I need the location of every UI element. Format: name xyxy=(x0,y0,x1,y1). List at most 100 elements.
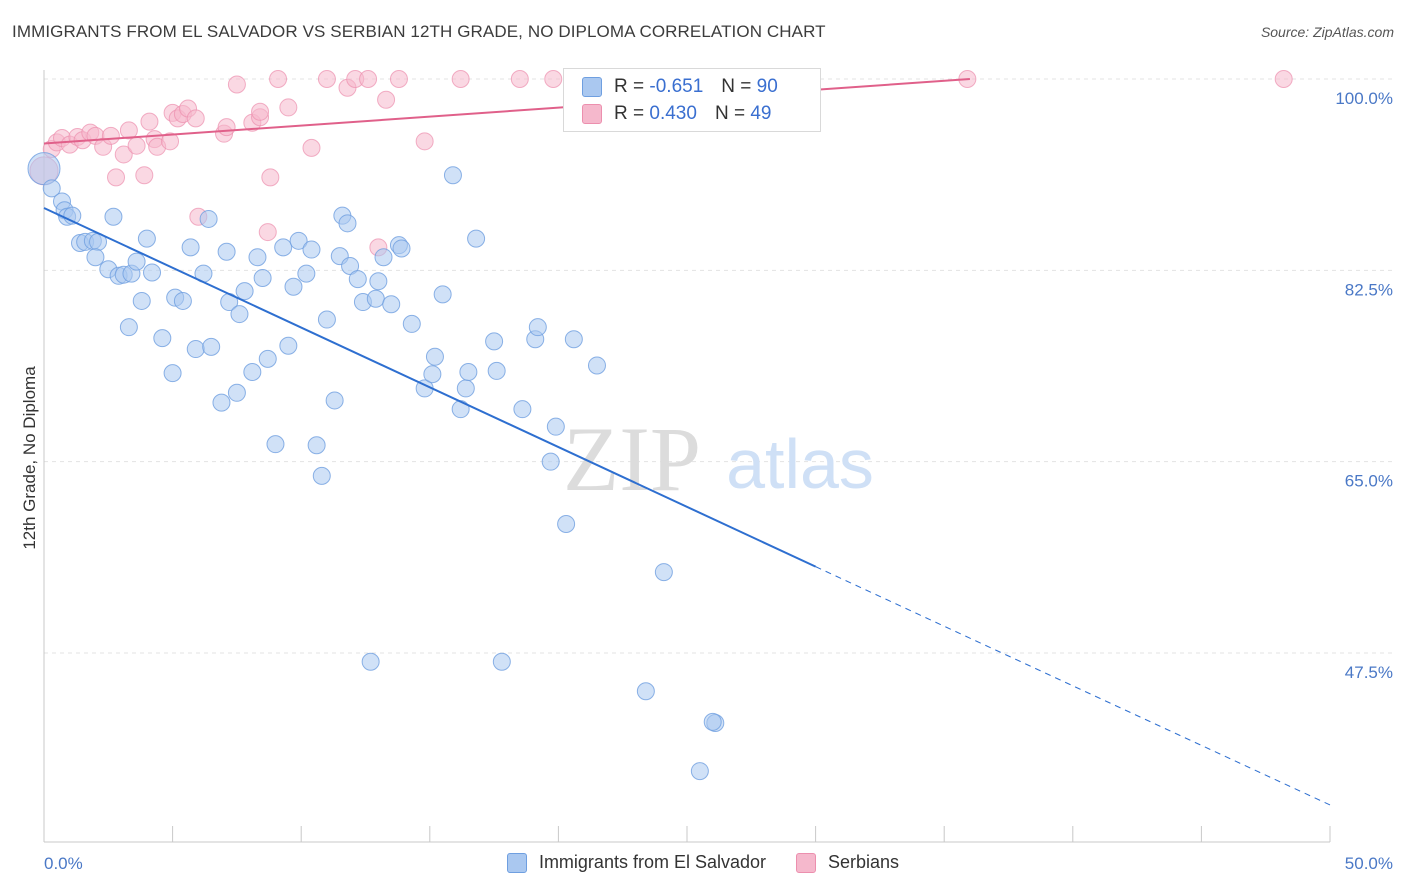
el-salvador-point xyxy=(587,356,606,375)
serbians-point xyxy=(389,70,408,88)
watermark: ZIP atlas xyxy=(563,408,874,510)
el-salvador-point xyxy=(297,264,316,283)
el-salvador-point xyxy=(317,310,336,329)
el-salvador-point xyxy=(235,282,254,301)
el-salvador-point xyxy=(163,364,182,383)
el-salvador-point xyxy=(541,452,560,471)
n-value: 90 xyxy=(756,76,778,97)
r-label: R = xyxy=(614,76,645,97)
serbians-point xyxy=(227,75,246,94)
el-salvador-point xyxy=(361,652,380,671)
n-label: N = xyxy=(714,103,746,124)
el-salvador-point xyxy=(137,229,156,248)
pink-swatch xyxy=(796,852,817,873)
serbians-point xyxy=(279,98,298,117)
serbians-point xyxy=(135,166,154,185)
el-salvador-point xyxy=(366,289,385,308)
legend-label: Serbians xyxy=(828,852,900,872)
el-salvador-point xyxy=(243,363,262,382)
el-salvador-point xyxy=(253,268,272,287)
serbians-point xyxy=(107,168,126,187)
el-salvador-point xyxy=(186,340,205,359)
el-salvador-point xyxy=(199,209,218,228)
serbians-point xyxy=(186,109,205,128)
el-salvador-trend-line xyxy=(43,207,817,568)
el-salvador-point xyxy=(513,400,532,419)
n-label: N = xyxy=(721,76,752,97)
r-label: R = xyxy=(614,103,645,124)
el-salvador-point xyxy=(181,238,200,257)
el-salvador-point xyxy=(42,179,61,198)
el-salvador-point xyxy=(119,318,138,337)
el-salvador-point xyxy=(325,391,344,410)
blue-swatch xyxy=(582,77,602,97)
el-salvador-point xyxy=(289,231,308,250)
y-tick-label: 100.0% xyxy=(1335,89,1393,108)
serbians-point xyxy=(261,168,280,187)
el-salvador-point xyxy=(27,152,61,186)
serbians-point xyxy=(140,112,159,131)
serbians-point xyxy=(127,136,146,155)
el-salvador-point xyxy=(546,417,565,436)
el-salvador-point xyxy=(348,270,367,289)
el-salvador-point xyxy=(230,305,249,324)
el-salvador-point xyxy=(690,762,709,781)
series-legend: Immigrants from El Salvador Serbians xyxy=(0,852,1406,873)
serbians-point xyxy=(114,145,133,164)
el-salvador-point xyxy=(284,277,303,296)
serbians-point xyxy=(510,70,529,88)
serbians-point xyxy=(377,90,396,109)
el-salvador-point xyxy=(485,332,504,351)
el-salvador-point xyxy=(258,349,277,368)
n-value: 49 xyxy=(750,103,772,124)
el-salvador-point xyxy=(143,263,162,282)
el-salvador-point xyxy=(274,238,293,257)
el-salvador-point xyxy=(307,436,326,455)
el-salvador-point xyxy=(153,329,172,348)
x-tick-label: 0.0% xyxy=(44,854,83,873)
el-salvador-point xyxy=(557,514,576,533)
el-salvador-point xyxy=(104,207,123,226)
pink-swatch xyxy=(582,104,602,124)
el-salvador-point xyxy=(392,239,411,258)
el-salvador-point xyxy=(433,285,452,304)
x-tick-label: 50.0% xyxy=(1345,854,1393,873)
el-salvador-points xyxy=(27,152,725,781)
serbians-point xyxy=(415,132,434,151)
chart-title: IMMIGRANTS FROM EL SALVADOR VS SERBIAN 1… xyxy=(12,22,826,41)
el-salvador-point xyxy=(338,214,357,233)
el-salvador-point xyxy=(127,252,146,271)
el-salvador-point xyxy=(528,318,547,337)
legend-item-el-salvador: Immigrants from El Salvador xyxy=(506,852,767,873)
el-salvador-trend-extension xyxy=(815,566,1331,806)
serbians-point xyxy=(251,102,270,121)
r-value: 0.430 xyxy=(649,103,697,124)
el-salvador-point xyxy=(202,337,221,356)
serbians-point xyxy=(217,118,236,137)
el-salvador-point xyxy=(451,400,470,419)
serbians-point xyxy=(119,121,138,140)
el-salvador-point xyxy=(423,365,442,384)
el-salvador-point xyxy=(456,379,475,398)
el-salvador-point xyxy=(217,242,236,261)
el-salvador-point xyxy=(459,363,478,382)
el-salvador-point xyxy=(443,166,462,185)
el-salvador-point xyxy=(374,248,393,267)
el-salvador-point xyxy=(467,229,486,248)
y-tick-label: 65.0% xyxy=(1345,472,1393,491)
tick-labels: 100.0% 82.5% 65.0% 47.5% 0.0% 50.0% xyxy=(44,89,1393,873)
blue-swatch xyxy=(506,852,527,873)
axes xyxy=(43,70,1331,843)
serbians-point xyxy=(161,132,180,151)
serbians-point xyxy=(1274,70,1293,88)
serbians-point xyxy=(269,70,288,88)
legend-label: Immigrants from El Salvador xyxy=(538,852,767,872)
el-salvador-point xyxy=(173,291,192,310)
el-salvador-point xyxy=(425,347,444,366)
serbians-point xyxy=(359,70,378,88)
el-salvador-point xyxy=(654,563,673,582)
serbians-point xyxy=(451,70,470,88)
el-salvador-point xyxy=(279,336,298,355)
el-salvador-point xyxy=(302,240,321,259)
